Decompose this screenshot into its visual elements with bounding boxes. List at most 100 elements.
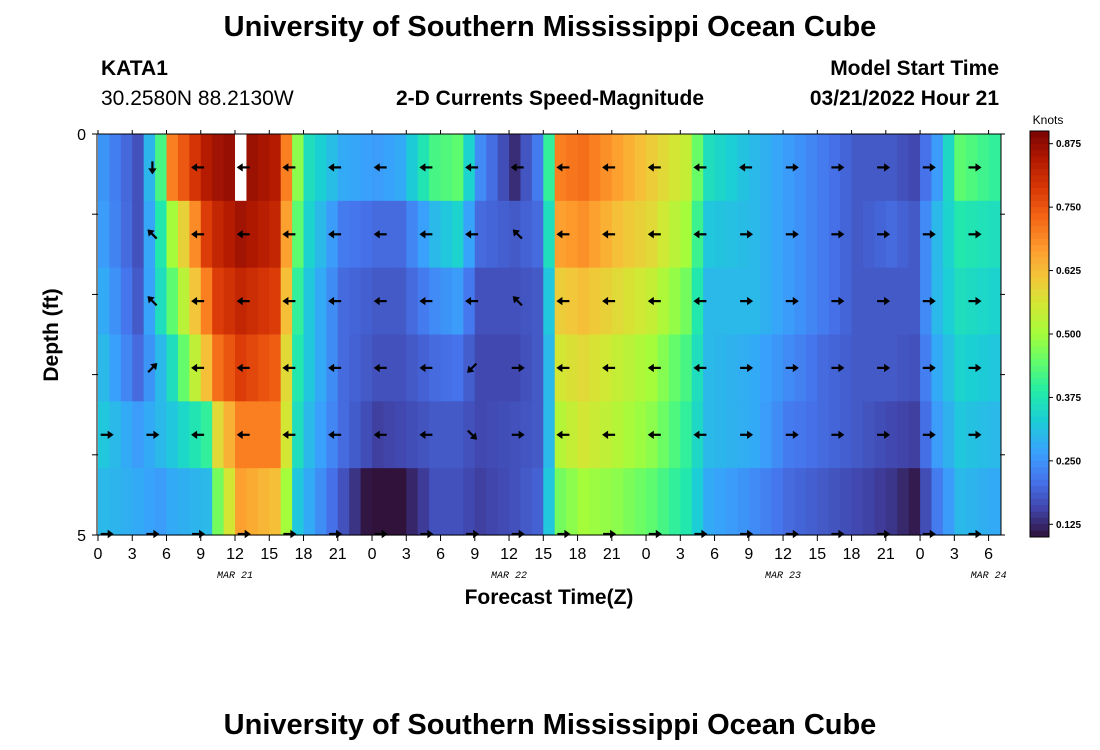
current-arrow	[282, 163, 296, 172]
heatmap-cell	[292, 401, 305, 469]
heatmap-cell	[155, 267, 168, 336]
arrow-head	[328, 163, 335, 172]
heatmap-cell	[885, 401, 898, 469]
arrow-head	[929, 163, 936, 172]
current-arrow	[602, 430, 616, 439]
heatmap-cell	[406, 401, 419, 469]
heatmap-cell	[942, 267, 955, 336]
arrow-head	[556, 163, 563, 172]
heatmap-cell	[200, 200, 213, 269]
heatmap-cell	[269, 200, 282, 269]
colorbar-segment	[1030, 226, 1049, 233]
heatmap-cell	[269, 334, 282, 402]
colorbar-segment	[1030, 479, 1049, 487]
heatmap-cell	[611, 468, 624, 536]
heatmap-cells	[98, 134, 1001, 536]
arrow-head	[602, 296, 609, 306]
current-arrow	[556, 230, 570, 239]
current-arrow	[831, 230, 845, 239]
heatmap-cell	[451, 468, 464, 536]
heatmap-cell	[543, 200, 556, 269]
current-arrow	[785, 363, 799, 373]
heatmap-cell	[611, 401, 624, 469]
x-tick-label: 0	[368, 546, 377, 563]
heatmap-cell	[155, 468, 168, 536]
heatmap-cell	[257, 401, 270, 469]
heatmap-cell	[657, 267, 670, 336]
heatmap-cell	[760, 200, 773, 269]
arrow-head	[975, 363, 982, 373]
arrow-head	[747, 363, 754, 373]
heatmap-cell	[691, 468, 704, 536]
heatmap-cell	[988, 200, 1001, 269]
heatmap-cell	[942, 468, 955, 536]
heatmap-cell	[805, 334, 818, 402]
heatmap-cell	[292, 334, 305, 402]
heatmap-cell	[440, 134, 453, 202]
heatmap-cell	[360, 468, 373, 536]
arrow-head	[419, 296, 426, 306]
heatmap-cell	[246, 334, 259, 402]
heatmap-cell	[177, 401, 190, 469]
heatmap-cell	[451, 134, 464, 202]
heatmap-cell	[862, 134, 876, 202]
colorbar-segment	[1030, 321, 1049, 329]
heatmap-cell	[623, 468, 636, 536]
heatmap-cell	[98, 134, 111, 202]
colorbar-segment	[1030, 150, 1049, 157]
heatmap-cell	[783, 468, 796, 536]
station-id: KATA1	[101, 57, 168, 80]
heatmap-cell	[109, 267, 122, 336]
heatmap-cell	[360, 267, 373, 336]
arrow-head	[792, 296, 799, 306]
heatmap-cell	[680, 200, 693, 269]
arrow-head	[328, 296, 335, 306]
heatmap-cell	[931, 267, 944, 336]
colorbar-segment	[1030, 454, 1049, 462]
heatmap-cell	[429, 468, 442, 536]
current-arrow	[922, 163, 936, 172]
colorbar-segment	[1030, 245, 1049, 253]
arrow-head	[512, 229, 520, 237]
colorbar-segment	[1030, 505, 1049, 513]
heatmap-cell	[360, 334, 373, 402]
heatmap-cell	[954, 267, 967, 336]
heatmap-cell	[109, 468, 122, 536]
current-arrow	[465, 230, 479, 239]
current-arrow	[557, 529, 571, 539]
x-tick-label: 9	[744, 546, 753, 563]
arrow-head	[510, 163, 517, 172]
heatmap-cell	[840, 401, 853, 469]
x-tick-label: 18	[843, 546, 861, 563]
heatmap-cell	[200, 134, 213, 202]
heatmap-cell	[760, 468, 773, 536]
heatmap-cell	[337, 134, 350, 202]
x-axis-label: Forecast Time(Z)	[465, 586, 634, 609]
heatmap-cell	[577, 267, 590, 336]
heatmap-cell	[634, 468, 647, 536]
current-arrow	[510, 163, 524, 172]
colorbar-segment	[1030, 416, 1049, 424]
heatmap-cell	[394, 200, 407, 269]
heatmap-cell	[771, 267, 784, 336]
current-arrow	[602, 296, 616, 306]
current-arrow	[419, 163, 433, 172]
colorbar-segment	[1030, 295, 1049, 303]
heatmap-cell	[189, 468, 202, 536]
heatmap-cell	[98, 468, 111, 536]
heatmap-cell	[931, 334, 944, 402]
heatmap-cell	[817, 468, 830, 536]
heatmap-cell	[714, 401, 727, 469]
heatmap-cell	[794, 267, 807, 336]
x-tick-label: 9	[196, 546, 205, 563]
heatmap-cell	[840, 334, 853, 402]
current-arrow	[694, 529, 708, 539]
arrow-head	[328, 363, 335, 373]
heatmap-cell	[303, 334, 316, 402]
heatmap-cell	[623, 200, 636, 269]
arrow-head	[153, 430, 160, 439]
heatmap-cell	[497, 267, 510, 336]
current-arrow	[922, 529, 936, 539]
heatmap-cell	[223, 401, 236, 469]
current-arrow	[693, 363, 707, 373]
